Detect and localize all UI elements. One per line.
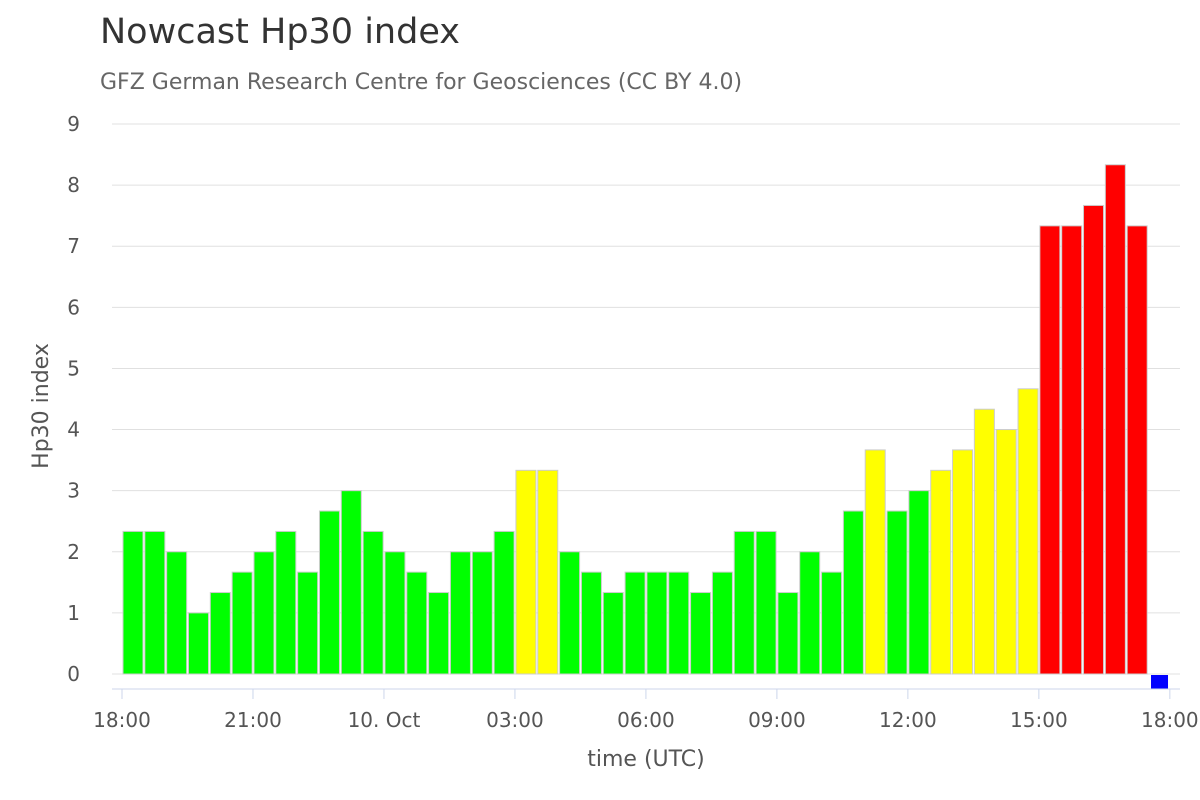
bar (1017, 388, 1039, 675)
bar (537, 469, 559, 675)
y-tick-label: 3 (67, 479, 80, 503)
y-tick-label: 0 (67, 662, 80, 686)
bar (1039, 225, 1061, 675)
bar (253, 551, 275, 675)
y-tick-label: 7 (67, 234, 80, 258)
bar (1126, 225, 1148, 675)
x-tick-label: 06:00 (617, 708, 675, 732)
bar (471, 551, 493, 675)
y-tick-label: 1 (67, 601, 80, 625)
bar (886, 510, 908, 675)
axes: 18:00 21:00 10. Oct 03:00 06:00 09:00 12:00 15:… (93, 688, 1199, 732)
bar (297, 571, 319, 675)
bar (930, 469, 952, 675)
x-tick-label: 10. Oct (348, 708, 421, 732)
x-tick-label: 15:00 (1010, 708, 1068, 732)
bar (209, 592, 231, 675)
x-tick-label: 03:00 (486, 708, 544, 732)
bar (559, 551, 581, 675)
bar (711, 571, 733, 675)
bar (973, 408, 995, 675)
bar (1061, 225, 1083, 675)
x-tick-label: 21:00 (224, 708, 282, 732)
bar (318, 510, 340, 675)
x-tick-label: 12:00 (879, 708, 937, 732)
x-tick-label: 09:00 (748, 708, 806, 732)
bar (864, 449, 886, 675)
y-tick-label: 4 (67, 418, 80, 442)
bar (187, 612, 209, 675)
bar (908, 490, 930, 675)
bar (1104, 164, 1126, 675)
bar (646, 571, 668, 675)
bar-current (1151, 675, 1169, 689)
bar (777, 592, 799, 675)
x-tick-label: 18:00 (1141, 708, 1199, 732)
bar (952, 449, 974, 675)
bar (406, 571, 428, 675)
bar (340, 490, 362, 675)
bar (275, 530, 297, 675)
bar (449, 551, 471, 675)
bar (166, 551, 188, 675)
chart-subtitle: GFZ German Research Centre for Geoscienc… (100, 70, 743, 95)
bar (799, 551, 821, 675)
bar (493, 530, 515, 675)
bar (362, 530, 384, 675)
y-axis-title: Hp30 index (29, 343, 54, 469)
bar (580, 571, 602, 675)
x-tick-label: 18:00 (93, 708, 151, 732)
bar (144, 530, 166, 675)
y-tick-label: 2 (67, 540, 80, 564)
chart-title: Nowcast Hp30 index (100, 12, 460, 52)
bar (602, 592, 624, 675)
x-axis-title: time (UTC) (587, 747, 704, 772)
bar (231, 571, 253, 675)
y-tick-label: 5 (67, 356, 80, 380)
bar (821, 571, 843, 675)
y-tick-label: 6 (67, 295, 80, 319)
bar (384, 551, 406, 675)
bar (1083, 204, 1105, 675)
bar (755, 530, 777, 675)
bar (122, 530, 144, 675)
bar (668, 571, 690, 675)
bars (122, 164, 1169, 689)
bar (995, 429, 1017, 675)
bar (690, 592, 712, 675)
y-tick-label: 8 (67, 173, 80, 197)
bar (733, 530, 755, 675)
bar (842, 510, 864, 675)
bar (515, 469, 537, 675)
bar (624, 571, 646, 675)
y-tick-label: 9 (67, 112, 80, 136)
bar (428, 592, 450, 675)
